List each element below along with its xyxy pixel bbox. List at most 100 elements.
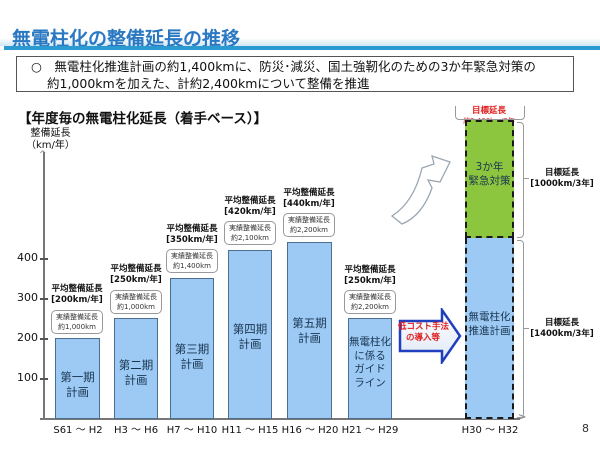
arrow-label-line: 低コスト手法 — [398, 322, 450, 332]
avg-label: 平均整備延長 [440km/年] — [276, 188, 342, 210]
avg-value: [250km/年] — [344, 276, 396, 286]
bar-label-line: 第二期 — [118, 358, 154, 372]
avg-label: 平均整備延長 [420km/年] — [217, 196, 283, 218]
summary-line-1: ○ 無電柱化推進計画の約1,400kmに、防災･減災、国土強靭化のための3か年緊… — [31, 59, 536, 74]
page-number: 8 — [582, 422, 589, 435]
actual-title: 実績整備延長 — [288, 216, 330, 224]
target-total-bracket — [455, 106, 525, 120]
actual-bubble: 実績整備延長 約1,000km — [110, 290, 162, 314]
avg-value: [250km/年] — [110, 275, 162, 285]
avg-title: 平均整備延長 — [166, 224, 218, 234]
y-tick-label: 100 — [17, 371, 38, 384]
avg-title: 平均整備延長 — [283, 188, 335, 198]
right-arrow-icon — [398, 308, 462, 364]
avg-label: 平均整備延長 [250km/年] — [337, 265, 403, 287]
blue-segment-label: 無電柱化 推進計画 — [465, 310, 514, 338]
x-label: H30 ～ H32 — [461, 425, 519, 436]
side-value: [1400km/3年] — [530, 329, 594, 339]
y-axis-label-line2: （km/年） — [26, 140, 75, 151]
bar-period-3 — [170, 278, 214, 419]
actual-value: 約1,000km — [117, 303, 155, 311]
green-brace-tick — [523, 178, 529, 179]
bar-label-line: に係る — [354, 349, 386, 362]
bar-label-line: 第五期 — [292, 316, 327, 330]
blue-side-label: 目標延長 [1400km/3年] — [528, 318, 596, 340]
blue-brace-tick — [523, 328, 529, 329]
actual-title: 実績整備延長 — [229, 224, 271, 232]
blue-label-line: 推進計画 — [468, 325, 511, 337]
y-tick-label: 200 — [17, 331, 38, 344]
avg-title: 平均整備延長 — [344, 265, 396, 275]
bar-label-line: 計画 — [238, 337, 262, 351]
y-tick-200 — [40, 338, 48, 340]
actual-value: 約2,100km — [231, 234, 269, 242]
bar-label-line: 計画 — [180, 357, 204, 371]
x-label: H16 ～ H20 — [281, 425, 339, 436]
page-title: 無電柱化の整備延長の推移 — [12, 28, 241, 50]
side-title: 目標延長 — [544, 318, 579, 328]
actual-value: 約2,200km — [351, 303, 389, 311]
avg-value: [420km/年] — [224, 207, 276, 217]
avg-title: 平均整備延長 — [110, 264, 162, 274]
avg-label: 平均整備延長 [200km/年] — [44, 284, 110, 306]
actual-bubble: 実績整備延長 約2,200km — [283, 213, 335, 237]
y-tick-300 — [40, 298, 48, 300]
arrow-label: 低コスト手法 の導入等 — [398, 322, 450, 344]
avg-title: 平均整備延長 — [224, 196, 276, 206]
actual-value: 約1,400km — [173, 262, 211, 270]
actual-value: 約1,000km — [58, 323, 96, 331]
y-tick-label: 400 — [17, 251, 38, 264]
arrow-label-line: の導入等 — [405, 333, 440, 343]
actual-title: 実績整備延長 — [349, 293, 391, 301]
actual-bubble: 実績整備延長 約1,400km — [166, 249, 218, 273]
actual-title: 実績整備延長 — [56, 313, 98, 321]
bar-label: 第五期 計画 — [287, 316, 332, 346]
green-label-line: 緊急対策 — [468, 175, 511, 187]
avg-title: 平均整備延長 — [51, 284, 103, 294]
side-value: [1000km/3年] — [530, 179, 594, 189]
summary-line-2: 約1,000kmを加えた、計約2,400kmについて整備を推進 — [47, 76, 370, 91]
green-segment-label: 3か年 緊急対策 — [465, 160, 514, 188]
avg-label: 平均整備延長 [250km/年] — [103, 264, 169, 286]
x-label: H3 ～ H6 — [113, 425, 159, 436]
bar-label: 第一期 計画 — [55, 370, 100, 400]
y-tick-label: 300 — [17, 291, 38, 304]
bar-label-line: 計画 — [124, 373, 148, 387]
actual-bubble: 実績整備延長 約2,200km — [344, 290, 396, 314]
actual-title: 実績整備延長 — [171, 252, 213, 260]
actual-value: 約2,200km — [290, 226, 328, 234]
chart-title: 【年度毎の無電柱化延長（着手ベース）】 — [18, 111, 268, 127]
summary-box: ○ 無電柱化推進計画の約1,400kmに、防災･減災、国土強靭化のための3か年緊… — [16, 56, 574, 92]
title-rule — [4, 46, 600, 50]
actual-bubble: 実績整備延長 約1,000km — [51, 310, 103, 334]
bar-label-line: 第一期 — [60, 370, 95, 384]
blue-brace — [517, 240, 524, 418]
x-label: H11 ～ H15 — [221, 425, 279, 436]
bar-period-1 — [55, 338, 100, 419]
title-band — [0, 38, 600, 46]
bar-period-2 — [114, 318, 158, 419]
y-tick-400 — [40, 258, 48, 260]
y-axis-arrow-icon: ^ — [39, 150, 47, 160]
avg-value: [440km/年] — [283, 199, 335, 209]
blue-label-line: 無電柱化 — [468, 311, 511, 323]
bar-label: 第四期 計画 — [228, 322, 272, 352]
x-label: H7 ～ H10 — [166, 425, 218, 436]
avg-value: [200km/年] — [51, 295, 103, 305]
bar-label: 第三期 計画 — [170, 342, 214, 372]
bar-label: 第二期 計画 — [114, 358, 158, 388]
x-label: S61 ～ H2 — [53, 425, 103, 436]
trend-up-arrow-icon — [390, 155, 451, 225]
x-label: H21 ～ H29 — [341, 425, 399, 436]
x-axis-arrow-icon: > — [518, 412, 527, 423]
avg-value: [350km/年] — [166, 235, 218, 245]
actual-title: 実績整備延長 — [115, 293, 157, 301]
bar-label: 無電柱化 に係る ガイド ライン — [345, 336, 395, 390]
y-axis — [43, 152, 45, 420]
bar-label-line: 第四期 — [232, 322, 268, 336]
x-axis — [40, 418, 520, 420]
y-axis-label: 整備延長 （km/年） — [26, 128, 75, 152]
bar-emergency-measures — [465, 120, 514, 238]
actual-bubble: 実績整備延長 約2,100km — [224, 221, 276, 245]
y-tick-100 — [40, 378, 48, 380]
